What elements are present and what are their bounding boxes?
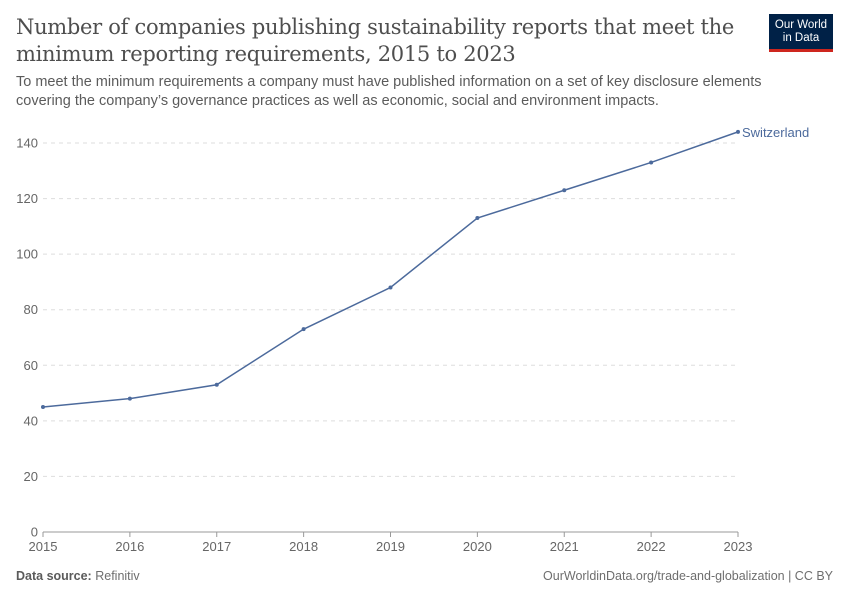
y-tick-label: 40 xyxy=(24,413,38,428)
data-point xyxy=(649,160,654,165)
x-tick-label: 2023 xyxy=(724,539,753,554)
x-tick-label: 2017 xyxy=(202,539,231,554)
y-tick-label: 0 xyxy=(31,525,38,540)
x-tick-label: 2020 xyxy=(463,539,492,554)
y-tick-label: 140 xyxy=(16,136,38,151)
y-tick-label: 100 xyxy=(16,247,38,262)
data-point xyxy=(127,396,132,401)
logo-line2: in Data xyxy=(782,32,820,44)
data-point xyxy=(736,129,740,134)
series-label: Switzerland xyxy=(742,125,809,140)
chart-title: Number of companies publishing sustainab… xyxy=(16,15,735,66)
x-tick-label: 2019 xyxy=(376,539,405,554)
x-tick-label: 2021 xyxy=(550,539,579,554)
owid-logo[interactable]: Our World in Data xyxy=(769,14,833,52)
data-point xyxy=(41,404,45,409)
data-source: Data source: Refinitiv xyxy=(16,569,140,583)
x-tick-label: 2022 xyxy=(637,539,666,554)
data-point xyxy=(388,285,393,290)
y-tick-label: 120 xyxy=(16,191,38,206)
x-tick-label: 2015 xyxy=(29,539,58,554)
y-tick-label: 20 xyxy=(24,469,38,484)
source-label: Data source: xyxy=(16,569,92,583)
footer-url[interactable]: OurWorldinData.org/trade-and-globalizati… xyxy=(543,569,833,583)
data-point xyxy=(562,188,567,193)
y-tick-label: 60 xyxy=(24,358,38,373)
chart-subtitle: To meet the minimum requirements a compa… xyxy=(16,74,762,109)
logo-line1: Our World xyxy=(774,19,828,31)
x-tick-label: 2016 xyxy=(115,539,144,554)
data-point xyxy=(214,382,219,387)
y-tick-label: 80 xyxy=(24,302,38,317)
data-point xyxy=(475,216,480,221)
source-name[interactable]: Refinitiv xyxy=(95,569,140,583)
x-tick-label: 2018 xyxy=(289,539,318,554)
data-point xyxy=(301,327,306,332)
